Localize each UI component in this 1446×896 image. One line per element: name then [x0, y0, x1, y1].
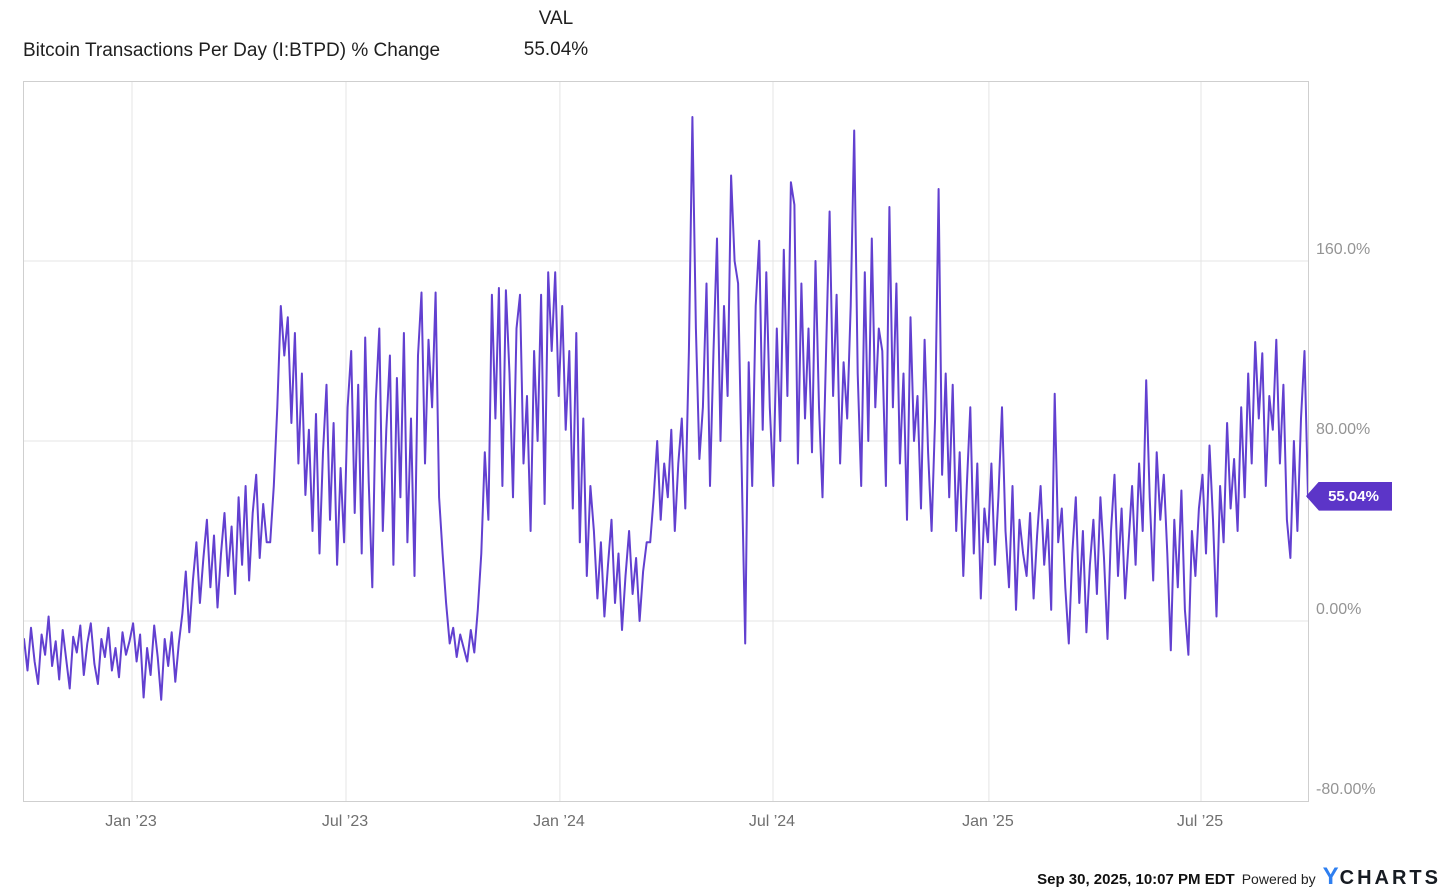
- chart-title: Bitcoin Transactions Per Day (I:BTPD) % …: [23, 40, 441, 61]
- last-value-text: 55.04%: [1328, 487, 1379, 505]
- x-tick-label: Jan ’25: [962, 813, 1014, 830]
- x-tick-label: Jan ’23: [105, 813, 157, 830]
- plot-area[interactable]: [23, 81, 1309, 802]
- ycharts-logo-y-icon: Y: [1322, 863, 1340, 890]
- x-tick-label: Jan ’24: [533, 813, 585, 830]
- ycharts-logo[interactable]: Y CHARTS: [1323, 863, 1441, 891]
- series-line[interactable]: [24, 82, 1308, 801]
- x-tick-label: Jul ’25: [1176, 813, 1224, 830]
- y-tick-label: 160.0%: [1316, 241, 1371, 258]
- legend: VAL 55.04%: [508, 8, 604, 61]
- y-tick-label: 0.00%: [1316, 601, 1362, 618]
- last-value-badge: 55.04%: [1306, 481, 1392, 511]
- ycharts-logo-text: CHARTS: [1339, 867, 1441, 889]
- x-tick-label: Jul ’23: [321, 813, 369, 830]
- footer-timestamp: Sep 30, 2025, 10:07 PM EDT: [1037, 871, 1235, 888]
- legend-header-val: VAL: [538, 8, 574, 29]
- legend-value: 55.04%: [523, 39, 589, 60]
- y-tick-label: 80.00%: [1316, 421, 1371, 438]
- powered-by-text: Powered by: [1241, 871, 1316, 887]
- y-tick-label: -80.00%: [1316, 781, 1376, 798]
- x-tick-label: Jul ’24: [748, 813, 796, 830]
